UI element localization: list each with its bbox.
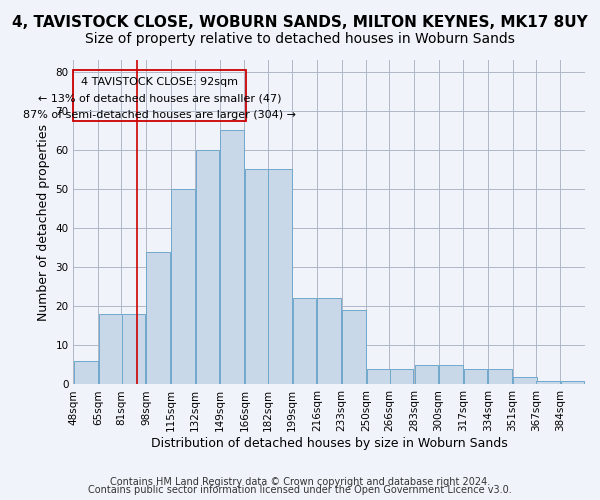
Bar bbox=[196, 150, 219, 384]
Bar bbox=[268, 170, 292, 384]
Bar bbox=[415, 365, 438, 384]
Bar bbox=[488, 369, 512, 384]
Text: 4, TAVISTOCK CLOSE, WOBURN SANDS, MILTON KEYNES, MK17 8UY: 4, TAVISTOCK CLOSE, WOBURN SANDS, MILTON… bbox=[12, 15, 588, 30]
Bar bbox=[146, 252, 170, 384]
Bar bbox=[171, 189, 194, 384]
Bar bbox=[390, 369, 413, 384]
Text: Contains HM Land Registry data © Crown copyright and database right 2024.: Contains HM Land Registry data © Crown c… bbox=[110, 477, 490, 487]
Bar bbox=[122, 314, 145, 384]
Bar bbox=[220, 130, 244, 384]
Bar bbox=[513, 376, 536, 384]
Bar bbox=[464, 369, 487, 384]
Bar bbox=[439, 365, 463, 384]
Bar bbox=[293, 298, 316, 384]
Text: Size of property relative to detached houses in Woburn Sands: Size of property relative to detached ho… bbox=[85, 32, 515, 46]
Bar bbox=[342, 310, 365, 384]
Text: Contains public sector information licensed under the Open Government Licence v3: Contains public sector information licen… bbox=[88, 485, 512, 495]
Text: 4 TAVISTOCK CLOSE: 92sqm: 4 TAVISTOCK CLOSE: 92sqm bbox=[81, 77, 238, 87]
Text: ← 13% of detached houses are smaller (47): ← 13% of detached houses are smaller (47… bbox=[38, 93, 281, 103]
Text: 87% of semi-detached houses are larger (304) →: 87% of semi-detached houses are larger (… bbox=[23, 110, 296, 120]
X-axis label: Distribution of detached houses by size in Woburn Sands: Distribution of detached houses by size … bbox=[151, 437, 508, 450]
Bar bbox=[317, 298, 341, 384]
Y-axis label: Number of detached properties: Number of detached properties bbox=[37, 124, 50, 320]
Bar bbox=[245, 170, 269, 384]
Bar bbox=[536, 380, 560, 384]
Bar bbox=[561, 380, 584, 384]
Bar bbox=[74, 361, 98, 384]
Bar bbox=[367, 369, 390, 384]
Bar bbox=[98, 314, 122, 384]
